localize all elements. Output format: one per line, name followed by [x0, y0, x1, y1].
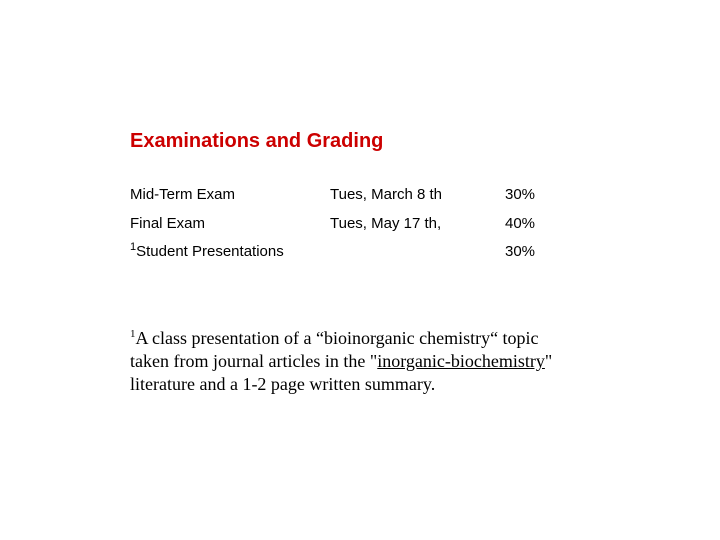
footnote-line3: literature and a 1-2 page written summar… [130, 374, 435, 394]
table-row: Mid-Term Exam Tues, March 8 th 30% [130, 181, 565, 210]
footnote-underlined: inorganic-biochemistry [377, 351, 545, 371]
footnote-line2-post: " [545, 351, 552, 371]
cell-date: Tues, March 8 th [330, 181, 505, 210]
grading-table: Mid-Term Exam Tues, March 8 th 30% Final… [130, 181, 565, 267]
table-row: 1Student Presentations 30% [130, 238, 565, 267]
cell-item-text: Student Presentations [136, 243, 284, 260]
cell-weight: 30% [505, 238, 565, 267]
cell-weight: 40% [505, 210, 565, 239]
slide-title: Examinations and Grading [130, 130, 610, 153]
footnote-line1: A class presentation of a “bioinorganic … [136, 328, 539, 348]
cell-weight: 30% [505, 181, 565, 210]
slide-container: Examinations and Grading Mid-Term Exam T… [0, 0, 720, 540]
cell-date [330, 238, 505, 267]
cell-item: Mid-Term Exam [130, 181, 330, 210]
footnote-line2-pre: taken from journal articles in the " [130, 351, 377, 371]
cell-item: 1Student Presentations [130, 238, 330, 267]
table-row: Final Exam Tues, May 17 th, 40% [130, 210, 565, 239]
cell-item: Final Exam [130, 210, 330, 239]
cell-date: Tues, May 17 th, [330, 210, 505, 239]
footnote: 1A class presentation of a “bioinorganic… [130, 327, 610, 397]
